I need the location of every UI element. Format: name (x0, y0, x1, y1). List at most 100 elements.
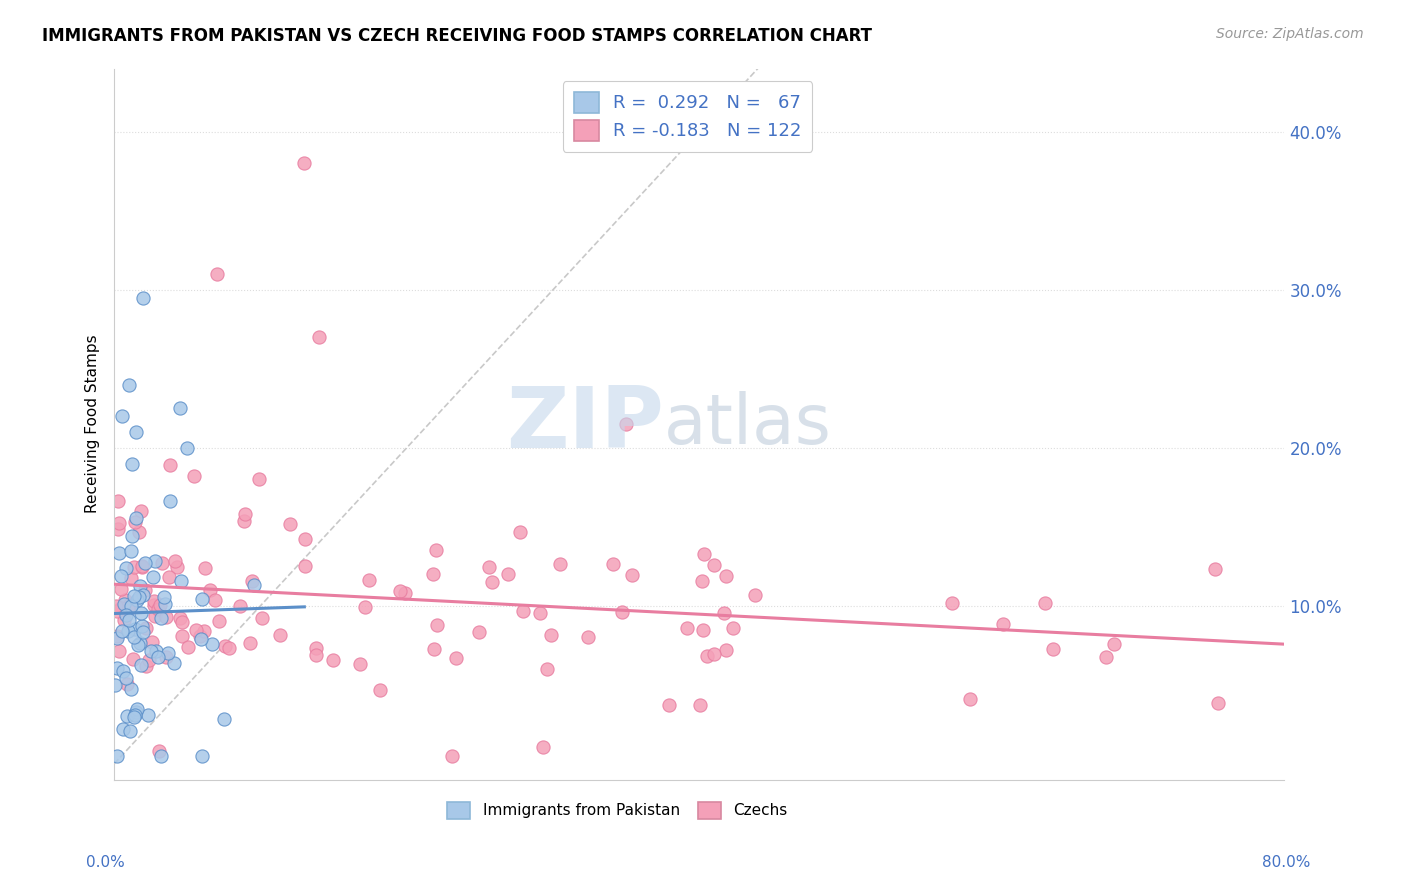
Point (991, 616, 1014, 631)
Point (509, 524, 531, 539)
Point (689, 698, 711, 713)
Point (531, 740, 554, 755)
Point (714, 643, 737, 657)
Point (122, 652, 145, 666)
Point (1095, 649, 1118, 664)
Point (703, 558, 725, 572)
Point (136, 708, 159, 723)
Point (1042, 641, 1064, 656)
Point (128, 636, 150, 650)
Point (108, 546, 131, 560)
Point (692, 623, 714, 637)
Point (548, 558, 571, 572)
Point (114, 561, 136, 575)
Point (1102, 637, 1125, 651)
Point (200, 583, 222, 598)
Y-axis label: Receiving Food Stamps: Receiving Food Stamps (86, 334, 100, 514)
Point (232, 514, 254, 528)
Point (191, 592, 214, 607)
Point (676, 621, 699, 635)
Point (121, 529, 143, 543)
Point (150, 556, 173, 570)
Point (135, 622, 157, 636)
Point (115, 709, 138, 723)
Point (105, 631, 128, 645)
Point (242, 577, 264, 591)
Point (169, 611, 191, 625)
Point (620, 568, 643, 582)
Point (131, 559, 153, 574)
Point (370, 683, 392, 698)
Point (959, 692, 981, 706)
Point (142, 598, 165, 612)
Point (714, 569, 737, 583)
Point (129, 658, 152, 673)
Point (157, 570, 180, 584)
Point (423, 642, 446, 657)
Point (468, 624, 491, 639)
Point (143, 609, 166, 624)
Point (426, 617, 449, 632)
Point (233, 507, 256, 521)
Point (159, 458, 181, 472)
Point (132, 624, 155, 639)
Point (693, 547, 716, 561)
Point (105, 604, 128, 618)
Point (214, 639, 236, 653)
Point (107, 494, 129, 508)
Point (129, 504, 152, 518)
Point (142, 594, 165, 608)
Point (721, 621, 744, 635)
Point (212, 712, 235, 726)
Point (183, 469, 205, 483)
Point (131, 558, 153, 573)
Point (124, 707, 146, 722)
Point (744, 588, 766, 602)
Point (122, 710, 145, 724)
Point (193, 561, 215, 575)
Point (115, 671, 138, 685)
Point (163, 656, 186, 670)
Point (614, 417, 637, 431)
Point (120, 681, 142, 696)
Point (322, 653, 344, 667)
Point (204, 593, 226, 607)
Point (1033, 596, 1056, 610)
Point (150, 611, 173, 625)
Point (120, 599, 142, 614)
Point (349, 657, 371, 671)
Point (425, 543, 447, 558)
Point (481, 574, 503, 589)
Point (153, 597, 176, 611)
Point (612, 605, 634, 619)
Text: 80.0%: 80.0% (1263, 855, 1310, 870)
Point (941, 596, 963, 610)
Point (129, 607, 152, 621)
Point (292, 156, 315, 170)
Point (124, 622, 146, 636)
Point (529, 607, 551, 621)
Point (134, 582, 156, 597)
Point (114, 592, 136, 607)
Point (125, 705, 148, 719)
Point (134, 556, 156, 570)
Point (218, 640, 240, 655)
Point (191, 748, 214, 763)
Point (193, 624, 215, 638)
Point (478, 560, 501, 574)
Point (143, 554, 166, 568)
Point (117, 602, 139, 616)
Point (149, 598, 172, 612)
Point (576, 630, 599, 644)
Point (128, 524, 150, 539)
Point (135, 658, 157, 673)
Point (122, 630, 145, 644)
Point (122, 560, 145, 574)
Point (294, 559, 316, 574)
Point (696, 649, 718, 664)
Point (512, 603, 534, 617)
Point (110, 600, 132, 615)
Point (110, 624, 132, 638)
Text: IMMIGRANTS FROM PAKISTAN VS CZECH RECEIVING FOOD STAMPS CORRELATION CHART: IMMIGRANTS FROM PAKISTAN VS CZECH RECEIV… (42, 27, 872, 45)
Point (658, 698, 681, 713)
